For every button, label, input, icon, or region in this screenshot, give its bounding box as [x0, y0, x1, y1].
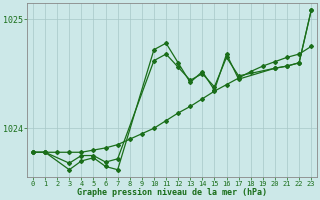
X-axis label: Graphe pression niveau de la mer (hPa): Graphe pression niveau de la mer (hPa): [77, 188, 267, 197]
